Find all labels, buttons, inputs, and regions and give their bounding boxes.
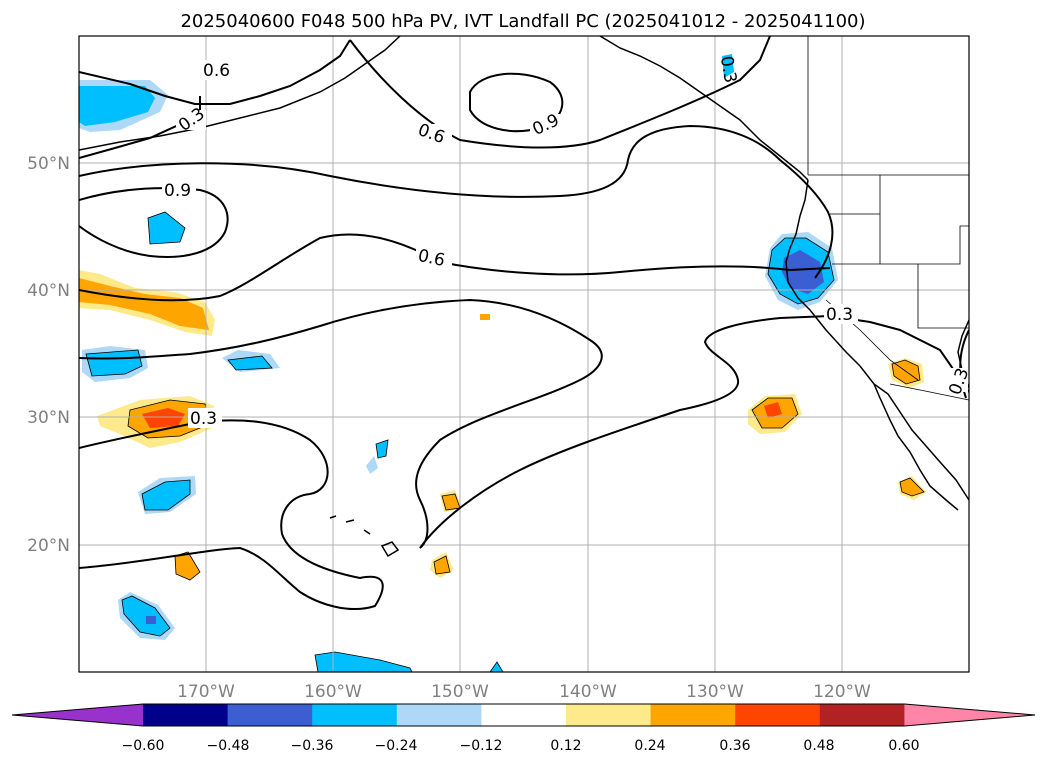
patch-neg-nw-core: [79, 86, 155, 126]
contour-0.3-band: [79, 298, 969, 549]
contour-label-bg: [162, 180, 196, 200]
patch-neg-hawaii: [375, 439, 389, 459]
contour-label-bg: [824, 304, 858, 324]
coastlines: [79, 36, 969, 558]
contour-label-bg: [200, 60, 236, 80]
border-state-3: [879, 214, 969, 329]
patch-neg-35n-w-core: [85, 349, 143, 377]
patch-pos-baja-s-core: [899, 477, 925, 497]
colorbar-tick-label: 0.48: [803, 738, 834, 754]
lon-label: 150°W: [431, 682, 489, 702]
patch-neg-15n-dark: [146, 616, 156, 624]
patch-neg-calif-core: [782, 250, 824, 294]
contour-0.3-nw: [79, 96, 201, 159]
border-state-2: [832, 225, 969, 265]
patch-neg-bottom-small: [489, 661, 504, 672]
colorbar-extend-max: [904, 704, 1035, 726]
longitude-labels: 170°W 160°W 150°W 140°W 130°W 120°W: [177, 682, 871, 702]
latitude-labels: 50°N 40°N 30°N 20°N: [27, 154, 70, 556]
contour-label-bg: [416, 124, 452, 144]
map-background: [79, 36, 969, 672]
patch-pos-30n-e-core: [764, 402, 782, 418]
coastline-alaska: [599, 36, 809, 181]
lon-label: 130°W: [686, 682, 744, 702]
contour-band-north: [79, 124, 834, 279]
contour-label-bg: [942, 368, 968, 392]
patch-pos-18n-c-core: [433, 555, 451, 575]
patch-neg-alaska: [722, 54, 734, 78]
colorbar-tick-label: −0.24: [375, 738, 418, 754]
colorbar-segment: [481, 704, 567, 726]
contour-label: 0.9: [164, 181, 191, 201]
coastline-baja: [873, 383, 959, 511]
patch-pos-18n: [174, 551, 201, 581]
patch-neg-hawaii-2: [366, 456, 378, 474]
contour-label: 0.6: [203, 61, 230, 81]
map-content: 0.6 0.3 0.6 0.9 0.9 0.6 0.3 0.3 0.3 0.3: [79, 36, 973, 672]
lon-label: 170°W: [177, 682, 235, 702]
contour-label: 0.3: [716, 55, 740, 85]
colorbar-tick-label: −0.48: [207, 738, 250, 754]
hawaii-islands: [329, 515, 371, 535]
contour-label: 0.3: [826, 305, 853, 325]
colorbar-segment: [396, 704, 482, 726]
contour-0.9-north: [469, 72, 564, 133]
lat-label: 40°N: [27, 281, 70, 301]
patch-pos-40n: [79, 278, 209, 330]
lon-label: 140°W: [559, 682, 617, 702]
colorbar-segment: [735, 704, 821, 726]
map-title: 2025040600 F048 500 hPa PV, IVT Landfall…: [180, 11, 865, 32]
colorbar-tick-label: −0.36: [291, 738, 334, 754]
contour-0.9-west: [79, 187, 229, 258]
patch-neg-45n: [147, 211, 186, 245]
patch-pos-30n-core: [142, 408, 185, 428]
colorbar-tick-label: 0.12: [550, 738, 581, 754]
colorbar-segment: [312, 704, 398, 726]
contour-label-bg: [188, 408, 222, 428]
colorbar: [11, 703, 1036, 727]
contour-0.6-north: [79, 36, 771, 149]
colorbar-outline: [11, 703, 1036, 727]
colorbar-tick-label: 0.24: [634, 738, 665, 754]
patch-neg-24n-core: [141, 479, 191, 511]
contour-0.6-middle: [79, 233, 831, 302]
coastline-west-us: [785, 179, 969, 501]
colorbar-tick-label: −0.12: [460, 738, 503, 754]
lat-label: 30°N: [27, 408, 70, 428]
colorbar-segment: [650, 704, 736, 726]
colorbar-ticks: −0.60 −0.48 −0.36 −0.24 −0.12 0.12 0.24 …: [122, 738, 920, 754]
colorbar-segment: [227, 704, 313, 726]
lon-label: 120°W: [813, 682, 871, 702]
patch-neg-bottom: [314, 651, 413, 672]
colorbar-tick-label: 0.36: [719, 738, 750, 754]
colorbar-tick-label: 0.60: [888, 738, 919, 754]
patch-pos-38n: [480, 314, 490, 320]
lon-label: 160°W: [304, 682, 362, 702]
contour-0.3-south: [79, 419, 384, 610]
colorbar-segment: [819, 704, 905, 726]
colorbar-extend-min: [12, 704, 143, 726]
colorbar-segment: [143, 704, 229, 726]
hawaii-big-island: [380, 541, 400, 558]
colorbar-tick-label: −0.60: [122, 738, 165, 754]
contour-label: 0.3: [190, 409, 217, 429]
gridlines: [79, 36, 969, 672]
contour-lines: [79, 36, 969, 610]
border-mexico: [889, 383, 969, 401]
lat-label: 50°N: [27, 154, 70, 174]
contour-label-bg: [530, 114, 562, 134]
contour-label: 0.3: [945, 365, 973, 397]
lat-label: 20°N: [27, 536, 70, 556]
contour-label-bg: [176, 110, 206, 130]
patch-neg-35n-c-core: [227, 355, 273, 371]
shading-patches: [79, 54, 926, 672]
map-frame: [78, 35, 970, 673]
colorbar-segment: [566, 704, 652, 726]
contour-label-bg: [416, 248, 452, 268]
